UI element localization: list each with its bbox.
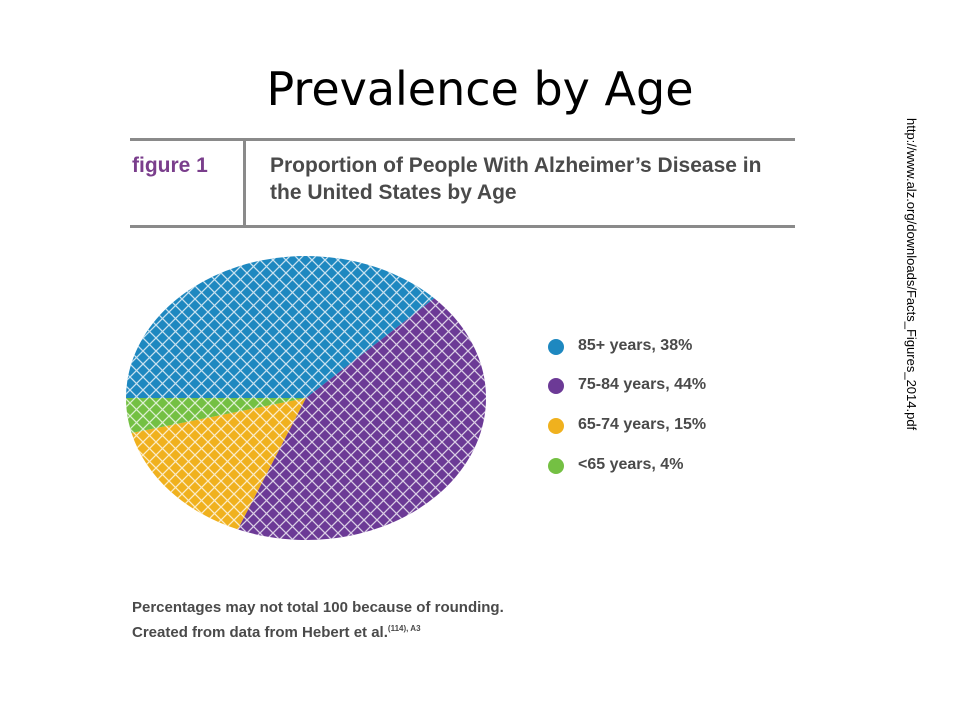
legend-swatch bbox=[548, 378, 564, 394]
source-url: http://www.alz.org/downloads/Facts_Figur… bbox=[904, 118, 919, 431]
pie-slice-pattern-3 bbox=[126, 398, 306, 433]
legend-label: 65-74 years, 15% bbox=[578, 416, 707, 433]
footnote-reference: (114), A3 bbox=[387, 624, 421, 633]
figure-caption: Proportion of People With Alzheimer’s Di… bbox=[270, 154, 762, 204]
footnote: Percentages may not total 100 because of… bbox=[132, 597, 504, 643]
legend-swatch bbox=[548, 418, 564, 434]
pie-slice-pattern-0 bbox=[126, 255, 435, 398]
pie-slice-pattern-1 bbox=[237, 298, 487, 541]
legend-label: 85+ years, 38% bbox=[578, 337, 693, 354]
figure-divider bbox=[243, 141, 246, 225]
pie-slice-pattern-2 bbox=[131, 398, 306, 530]
footnote-line-2-text: Created from data from Hebert et al. bbox=[132, 624, 388, 641]
legend-label: <65 years, 4% bbox=[578, 456, 684, 473]
legend-label: 75-84 years, 44% bbox=[578, 376, 707, 393]
figure-label: figure 1 bbox=[132, 154, 208, 177]
figure-header: figure 1 Proportion of People With Alzhe… bbox=[130, 138, 795, 228]
footnote-line-1: Percentages may not total 100 because of… bbox=[132, 599, 504, 616]
footnote-line-2: Created from data from Hebert et al.(114… bbox=[132, 618, 504, 643]
legend-swatch bbox=[548, 339, 564, 355]
legend-swatch bbox=[548, 458, 564, 474]
slide-title: Prevalence by Age bbox=[266, 62, 694, 116]
